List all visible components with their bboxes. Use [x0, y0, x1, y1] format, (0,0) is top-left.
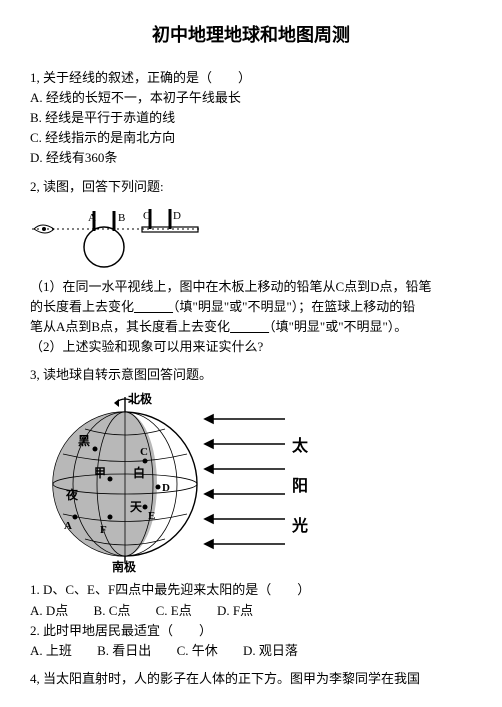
label-sun-1: 阳: [292, 477, 308, 495]
q3-stem: 3, 读地球自转示意图回答问题。: [30, 365, 472, 385]
q1-stem: 1, 关于经线的叙述，正确的是（ ）: [30, 68, 472, 88]
q2-label-b: B: [118, 212, 125, 224]
q3-sub1: 1. D、C、E、F四点中最先迎来太阳的是（ ）: [30, 580, 472, 600]
document-title: 初中地理地球和地图周测: [30, 22, 472, 50]
blank-2: [230, 319, 269, 334]
label-bai: 白: [133, 465, 145, 480]
q2-text: 的长度看上去变化: [30, 299, 134, 314]
label-tian: 天: [130, 500, 143, 514]
q3s1-opt-c: C. E点: [156, 603, 192, 618]
q3-sub1-options: A. D点 B. C点 C. E点 D. F点: [30, 601, 472, 621]
q3s2-opt-d: D. 观日落: [243, 643, 298, 658]
label-ye: 夜: [65, 487, 79, 502]
blank-1: [134, 299, 173, 314]
label-a-marker: A: [64, 520, 72, 532]
q2-text: （填"明显"或"不明显"）。: [269, 319, 407, 334]
q2-stem: 2, 读图，回答下列问题:: [30, 177, 472, 197]
q2-text: 笔从A点到B点，其长度看上去变化: [30, 319, 230, 334]
q1-opt-b: B. 经线是平行于赤道的线: [30, 108, 472, 128]
label-sun-2: 光: [291, 516, 308, 535]
question-1: 1, 关于经线的叙述，正确的是（ ） A. 经线的长短不一，本初子午线最长 B.…: [30, 68, 472, 169]
q2-label-a: A: [88, 212, 96, 224]
label-sun-0: 太: [291, 436, 309, 455]
q3s1-opt-d: D. F点: [217, 603, 253, 618]
label-d: D: [162, 482, 170, 494]
label-c: C: [140, 446, 148, 458]
q4-stem: 4, 当太阳直射时，人的影子在人体的正下方。图甲为李黎同学在我国: [30, 669, 472, 689]
q2-figure: A B C D: [30, 201, 472, 271]
label-e: E: [148, 510, 155, 522]
q1-opt-a: A. 经线的长短不一，本初子午线最长: [30, 88, 472, 108]
q2-p1-l1: （1）在同一水平视线上，图中在木板上移动的铅笔从C点到D点，铅笔: [30, 277, 472, 297]
q2-p1-l2: 的长度看上去变化 （填"明显"或"不明显"）；在篮球上移动的铅: [30, 297, 472, 317]
q3-sub2: 2. 此时甲地居民最适宜（ ）: [30, 621, 472, 641]
label-north: 北极: [128, 391, 153, 406]
q2-p1-l3: 笔从A点到B点，其长度看上去变化 （填"明显"或"不明显"）。: [30, 317, 472, 337]
question-4: 4, 当太阳直射时，人的影子在人体的正下方。图甲为李黎同学在我国: [30, 669, 472, 689]
q3s2-opt-a: A. 上班: [30, 643, 72, 658]
q1-opt-d: D. 经线有360条: [30, 148, 472, 168]
q2-text: （1）在同一水平视线上，图中在木板上移动的铅笔从C点到D点，铅笔: [30, 279, 432, 294]
q3-sub2-options: A. 上班 B. 看日出 C. 午休 D. 观日落: [30, 641, 472, 661]
question-2: 2, 读图，回答下列问题: A B C: [30, 177, 472, 358]
q2-label-d: D: [173, 210, 181, 222]
q3s1-opt-b: B. C点: [94, 603, 131, 618]
label-hei: 黑: [78, 434, 90, 448]
label-jia: 甲: [94, 466, 106, 480]
page: 初中地理地球和地图周测 1, 关于经线的叙述，正确的是（ ） A. 经线的长短不…: [0, 0, 502, 707]
q2-label-c: C: [143, 210, 150, 222]
q2-p2: （2）上述实验和现象可以用来证实什么?: [30, 337, 472, 357]
label-f: F: [100, 524, 107, 536]
q3s1-opt-a: A. D点: [30, 603, 68, 618]
q3-figure: 北极 南极 黑 甲 夜 A C 白 D E 天 F: [30, 389, 472, 574]
question-3: 3, 读地球自转示意图回答问题。: [30, 365, 472, 661]
q1-opt-c: C. 经线指示的是南北方向: [30, 128, 472, 148]
q3s2-opt-b: B. 看日出: [97, 643, 151, 658]
q2-text: （填"明显"或"不明显"）；在篮球上移动的铅: [173, 299, 415, 314]
q3s2-opt-c: C. 午休: [177, 643, 218, 658]
